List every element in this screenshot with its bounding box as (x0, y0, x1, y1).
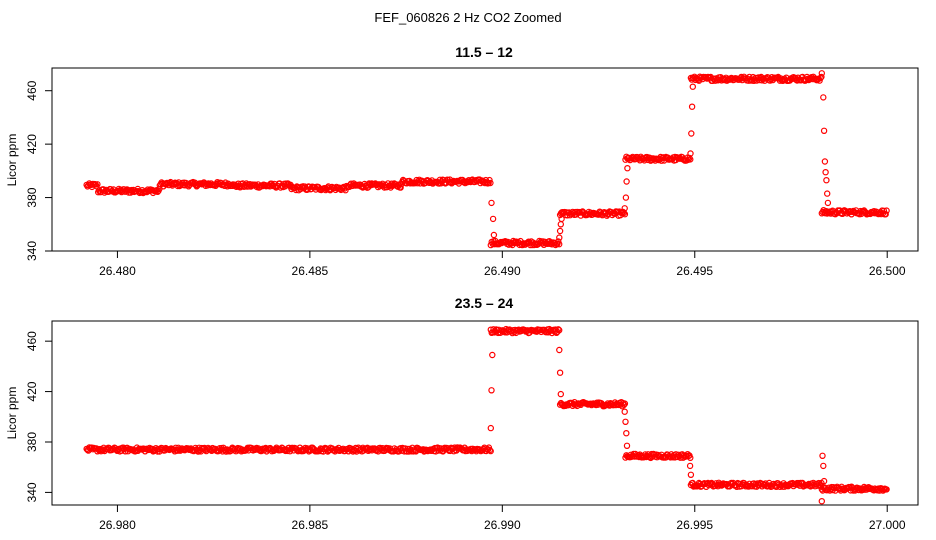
y-axis-bottom: 340 380 420 460 (25, 331, 52, 502)
data-point (883, 207, 890, 214)
y-tick-label: 380 (25, 432, 39, 452)
data-point (487, 179, 494, 187)
chart-title-top: 11.5 – 12 (455, 44, 513, 60)
data-point (820, 462, 827, 470)
x-axis-top: 26.480 26.485 26.490 26.495 26.500 (99, 251, 906, 278)
chart-panel-top: 11.5 – 12 Licor ppm 26.480 26.485 26.490 26… (5, 44, 919, 278)
figure-title: FEF_060826 2 Hz CO2 Zoomed (374, 10, 561, 25)
data-point (687, 150, 694, 157)
data-point (882, 210, 889, 218)
data-point (822, 168, 829, 176)
x-tick-label: 26.485 (292, 264, 329, 278)
data-point (488, 387, 495, 394)
data-point (622, 418, 629, 425)
data-point (823, 176, 830, 184)
data-point (436, 176, 444, 183)
x-tick-label: 26.490 (484, 264, 521, 278)
plot-frame-bottom (51, 320, 919, 506)
data-point (488, 199, 495, 207)
y-tick-label: 340 (25, 482, 39, 502)
y-axis-label-top: Licor ppm (5, 134, 19, 187)
data-point (689, 83, 697, 90)
data-point (688, 130, 695, 137)
x-axis-bottom: 26.980 26.985 26.990 26.995 27.000 (99, 505, 906, 532)
data-point (620, 401, 628, 408)
x-tick-label: 26.500 (869, 264, 906, 278)
data-point (621, 400, 629, 407)
data-point (818, 73, 825, 81)
data-point (623, 442, 631, 449)
data-point (556, 227, 564, 235)
data-point (284, 447, 291, 455)
data-point (621, 408, 628, 415)
plot-frame-top (51, 67, 919, 252)
data-point (688, 103, 696, 110)
data-point (824, 190, 831, 197)
data-point (94, 181, 101, 188)
x-tick-label: 26.995 (676, 518, 713, 532)
data-point (824, 199, 832, 207)
data-point (489, 215, 497, 223)
data-point (820, 477, 828, 485)
y-axis-top: 340 380 420 460 (25, 80, 52, 261)
data-point (819, 452, 826, 459)
data-point (686, 462, 694, 470)
x-tick-label: 26.480 (99, 264, 136, 278)
y-tick-label: 380 (25, 187, 39, 207)
data-point (489, 351, 496, 359)
data-point (556, 346, 563, 354)
data-point (820, 94, 827, 101)
data-point (397, 184, 404, 191)
y-tick-label: 460 (25, 80, 39, 100)
data-point (880, 207, 888, 214)
data-point (556, 240, 563, 248)
data-point (687, 471, 695, 478)
data-point (486, 176, 493, 184)
data-point (490, 231, 498, 239)
y-tick-label: 460 (25, 331, 39, 351)
data-point (557, 390, 565, 398)
y-tick-label: 420 (25, 381, 39, 401)
data-series-top (83, 70, 890, 249)
data-point (818, 498, 826, 505)
data-point (883, 486, 890, 493)
data-point (820, 127, 828, 134)
data-point (557, 221, 565, 228)
data-series-bottom (83, 325, 890, 505)
data-point (623, 178, 630, 185)
data-point (486, 446, 493, 454)
data-point (558, 215, 565, 223)
y-tick-label: 420 (25, 134, 39, 154)
x-tick-label: 26.990 (484, 518, 521, 532)
data-point (556, 369, 564, 376)
data-point (818, 70, 826, 77)
data-point (487, 447, 494, 455)
x-tick-label: 26.985 (292, 518, 329, 532)
data-point (487, 424, 494, 432)
chart-panel-bottom: 23.5 – 24 Licor ppm 26.980 26.985 26.990 26… (5, 295, 919, 532)
data-point (687, 156, 694, 163)
data-point (821, 158, 829, 165)
y-tick-label: 340 (25, 241, 39, 261)
data-point (687, 454, 694, 461)
x-tick-label: 26.495 (676, 264, 713, 278)
x-tick-label: 27.000 (869, 518, 906, 532)
data-point (624, 164, 631, 172)
data-point (556, 234, 563, 241)
data-point (556, 327, 563, 334)
data-point (621, 210, 629, 218)
y-axis-label-bottom: Licor ppm (5, 387, 19, 440)
data-point (621, 205, 628, 212)
x-tick-label: 26.980 (99, 518, 136, 532)
data-point (623, 430, 630, 437)
data-point (622, 194, 630, 201)
chart-title-bottom: 23.5 – 24 (455, 295, 514, 311)
data-point (555, 326, 562, 333)
